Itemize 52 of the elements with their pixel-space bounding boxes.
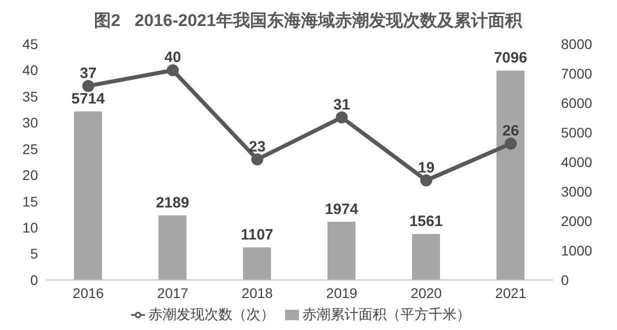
x-tick-label: 2020 (410, 284, 442, 301)
y-tick-label: 20 (22, 167, 38, 184)
legend-label: 赤潮发现次数（次） (148, 306, 274, 322)
point (82, 80, 94, 92)
y2-tick-label: 2000 (561, 212, 592, 229)
y2-tick-label: 4000 (561, 154, 592, 170)
point (336, 111, 348, 124)
data-label: 1974 (324, 200, 359, 218)
y2-tick-label: 8000 (561, 36, 592, 52)
y-tick-label: 40 (22, 62, 38, 78)
x-tick-label: 2019 (326, 284, 358, 301)
point (251, 153, 264, 166)
chart-title: 图2 2016-2021年我国东海海域赤潮发现次数及累计面积 (93, 10, 524, 32)
data-label: 1561 (409, 212, 443, 230)
data-label: 19 (418, 159, 435, 176)
data-label: 7096 (494, 50, 528, 67)
y2-tick-label: 0 (561, 272, 569, 288)
data-label: 37 (80, 64, 97, 82)
x-tick-label: 2016 (72, 284, 104, 301)
y-tick-label: 15 (22, 193, 38, 210)
point (420, 174, 432, 186)
x-tick-label: 2018 (242, 284, 274, 301)
y2-tick-label: 3000 (561, 183, 592, 200)
y-tick-label: 25 (22, 140, 38, 157)
bar (496, 70, 524, 280)
y-tick-label: 0 (30, 272, 38, 288)
data-label: 1107 (240, 226, 274, 244)
data-label: 26 (502, 122, 520, 140)
y2-tick-label: 5000 (561, 124, 592, 140)
bar (243, 247, 271, 280)
y-tick-label: 10 (22, 220, 38, 236)
data-label: 23 (248, 138, 266, 156)
y-tick-label: 30 (22, 114, 38, 131)
legend-label: 赤潮累计面积（平方千米） (302, 306, 470, 322)
bar (74, 111, 102, 280)
point (504, 138, 517, 150)
y-tick-label: 35 (22, 88, 38, 104)
y2-tick-label: 6000 (561, 94, 592, 111)
bar (328, 222, 356, 280)
bar (412, 234, 440, 280)
y-tick-label: 5 (30, 246, 38, 262)
data-label: 2189 (156, 194, 190, 212)
point (166, 64, 179, 76)
x-tick-label: 2021 (495, 284, 527, 301)
data-label: 31 (333, 96, 350, 114)
y2-tick-label: 1000 (561, 242, 592, 258)
y2-tick-label: 7000 (561, 65, 592, 82)
x-tick-label: 2017 (157, 284, 189, 301)
data-label: 5714 (71, 90, 106, 108)
data-label: 40 (164, 49, 182, 66)
bar (158, 215, 186, 280)
y-tick-label: 45 (22, 36, 38, 52)
